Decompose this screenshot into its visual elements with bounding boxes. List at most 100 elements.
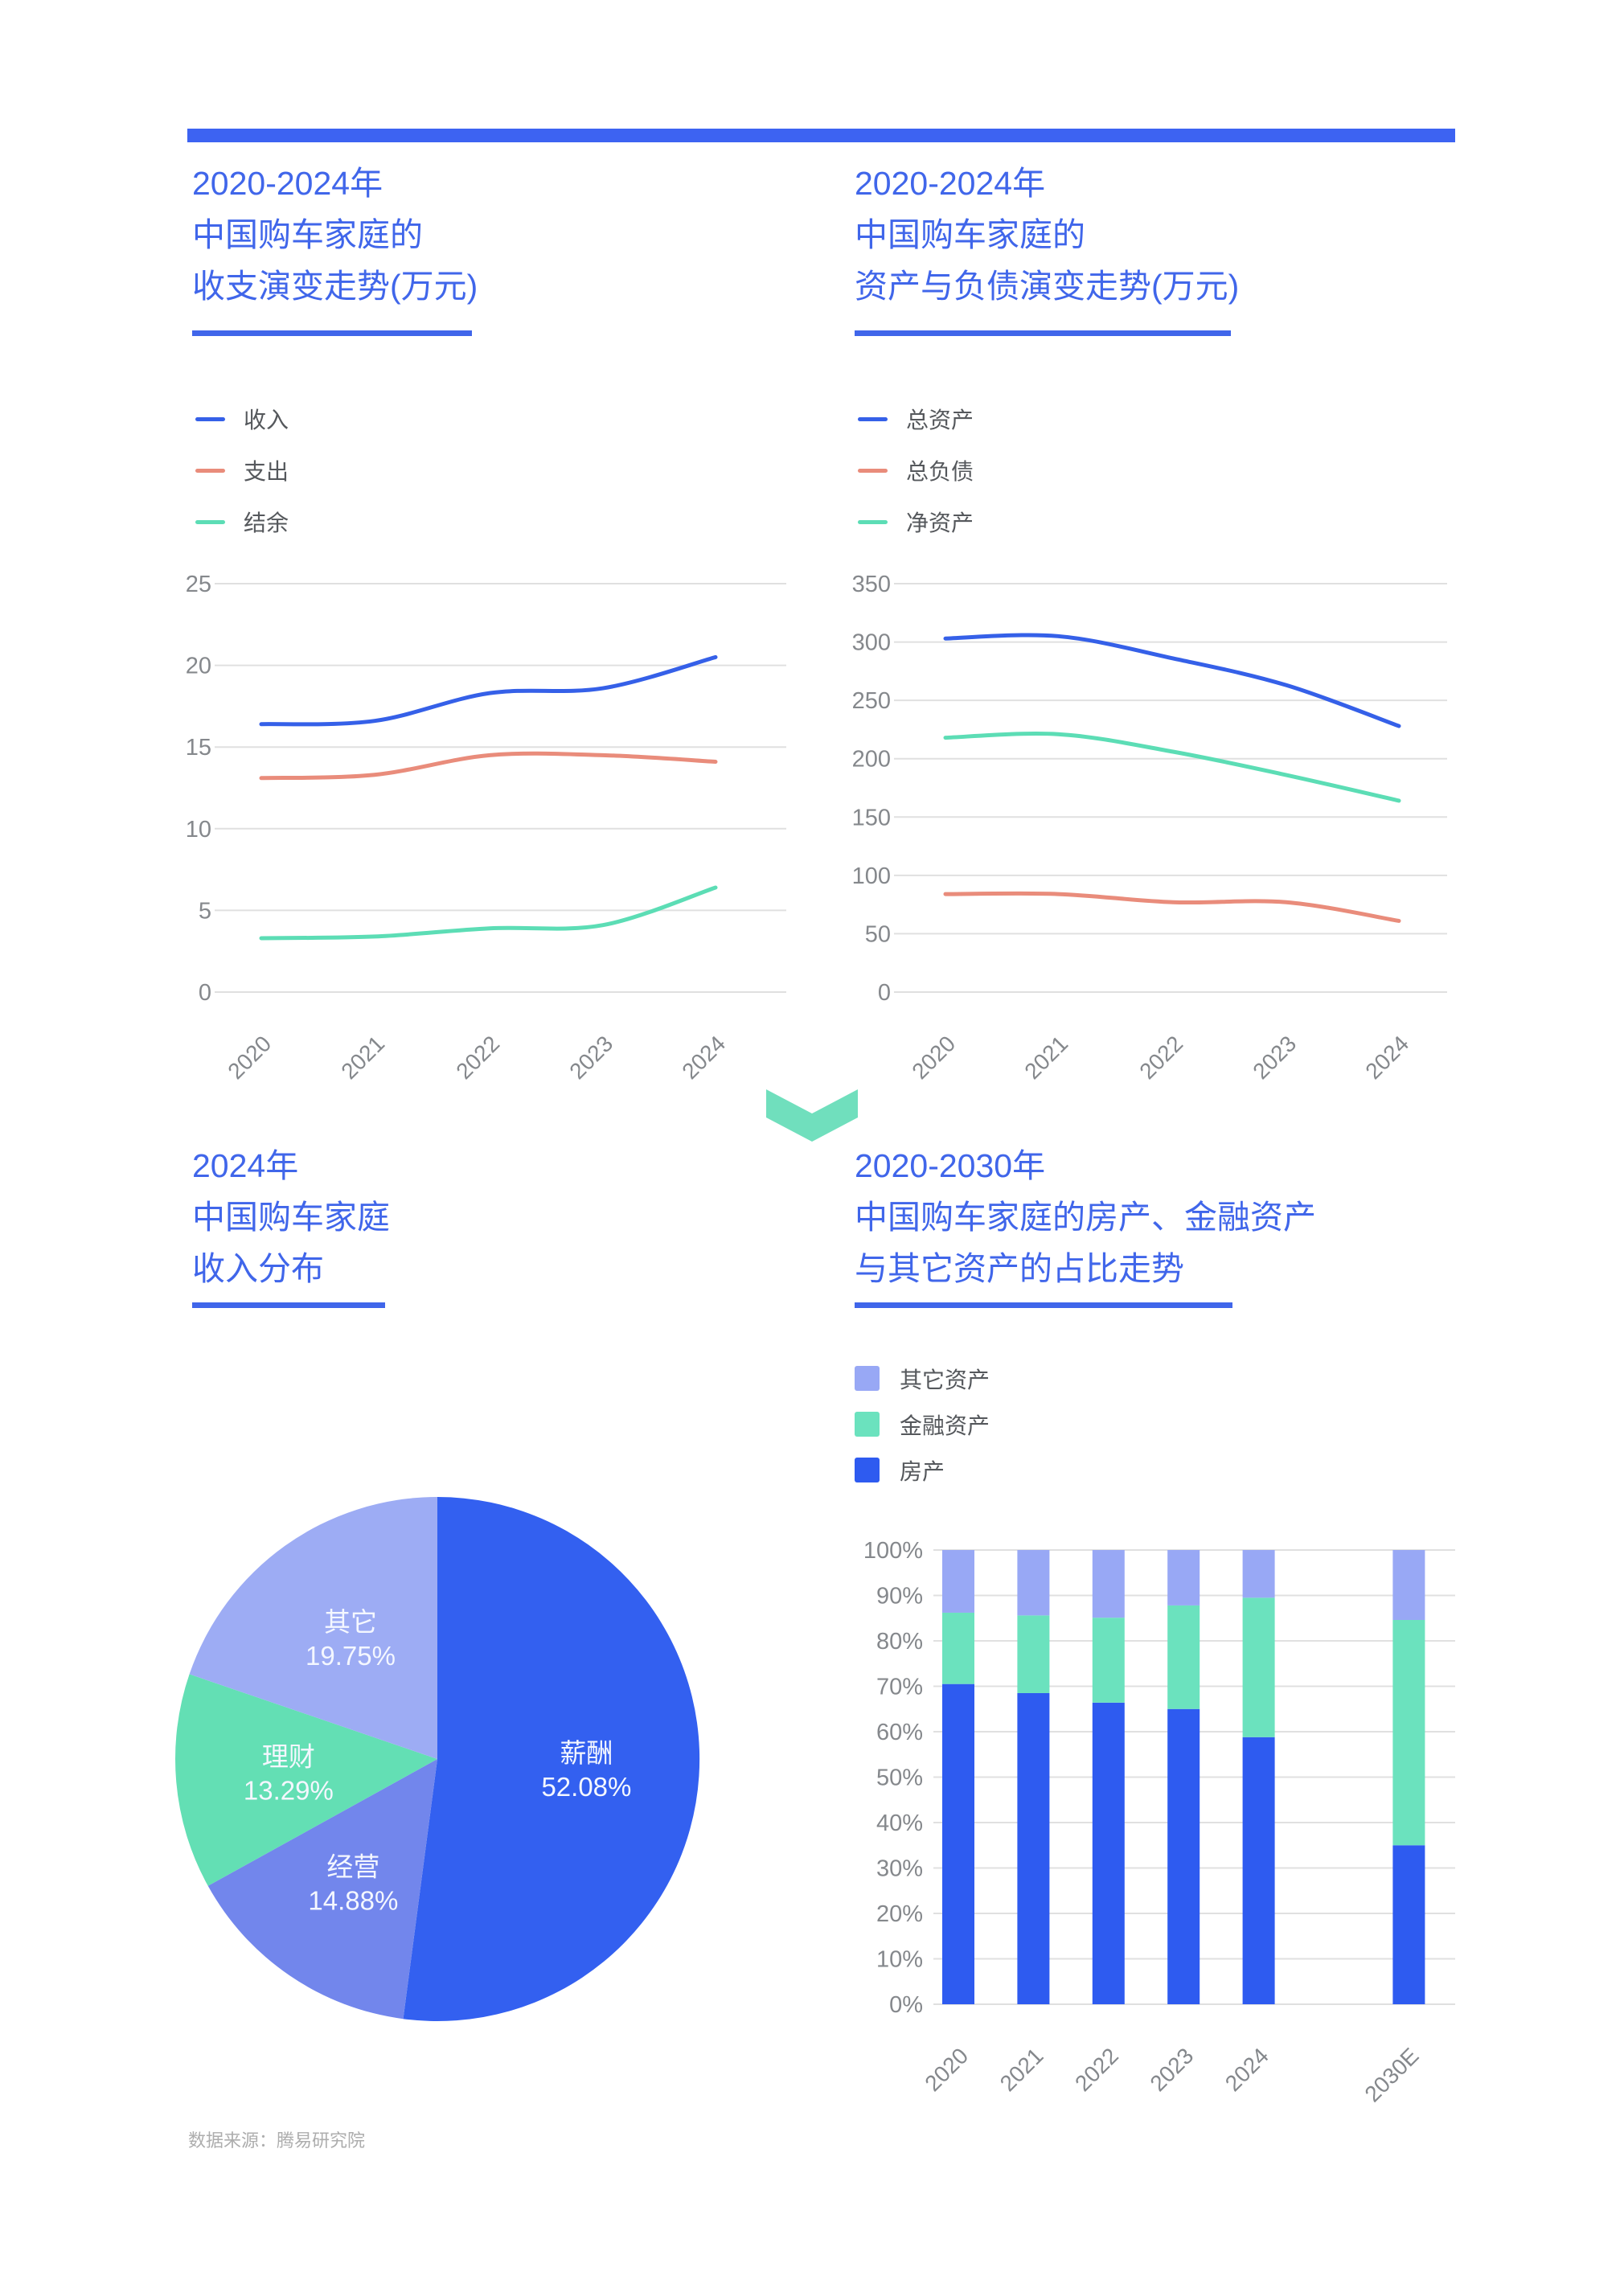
y-tick-label: 350 [852, 572, 891, 597]
pie-slice-薪酬 [403, 1497, 700, 2021]
pie-slice-pct: 14.88% [308, 1886, 398, 1916]
series-line-净资产 [943, 731, 1401, 803]
asset-mix-title: 2020-2030年 中国购车家庭的房产、金融资产 与其它资产的占比走势 [855, 1140, 1316, 1294]
bar-segment-房产-2023 [1167, 1708, 1200, 2004]
legend-item: 净资产 [858, 496, 974, 547]
assets-liabilities-title: 2020-2024年 中国购车家庭的 资产与负债演变走势(万元) [855, 158, 1239, 312]
y-tick-label: 40% [876, 1810, 923, 1836]
bar-segment-其它资产-2023 [1167, 1550, 1200, 1605]
data-source-note: 数据来源：腾易研究院 [188, 2130, 366, 2151]
legend-label: 其它资产 [900, 1367, 990, 1392]
x-tick-label: 2020 [920, 2043, 973, 2096]
y-tick-label: 100% [863, 1538, 923, 1564]
bar-segment-金融资产-2030E [1392, 1620, 1425, 1846]
legend-item: 其它资产 [855, 1355, 990, 1401]
x-tick-label: 2030E [1359, 2043, 1423, 2106]
pie-slice-经营 [207, 1759, 437, 2020]
bar-segment-房产-2021 [1017, 1692, 1050, 2004]
pie-slice-理财 [175, 1674, 437, 1886]
title-line: 中国购车家庭的 [855, 216, 1085, 253]
series-line-总资产 [943, 633, 1401, 728]
pie-slice-name: 其它 [324, 1607, 377, 1637]
bar-segment-其它资产-2024 [1242, 1550, 1275, 1598]
income-expense-title: 2020-2024年 中国购车家庭的 收支演变走势(万元) [192, 158, 478, 312]
pie-slice-name: 经营 [326, 1852, 379, 1882]
legend-label: 房产 [900, 1458, 945, 1484]
series-line-总负债 [943, 891, 1401, 923]
y-tick-label: 90% [876, 1584, 923, 1610]
assets-liabilities-legend: 总资产 总负债 净资产 [858, 393, 974, 547]
y-tick-label: 20% [876, 1901, 923, 1927]
legend-item: 房产 [855, 1447, 990, 1493]
title-line: 2020-2024年 [192, 165, 383, 202]
title-line: 2020-2030年 [855, 1147, 1046, 1184]
y-tick-label: 50% [876, 1765, 923, 1791]
bar-segment-金融资产-2020 [942, 1612, 974, 1684]
legend-item: 总负债 [858, 445, 974, 496]
title-line: 资产与负债演变走势(万元) [855, 268, 1240, 305]
series-line-结余 [259, 885, 718, 941]
y-tick-label: 70% [876, 1675, 923, 1700]
bar-segment-其它资产-2021 [1017, 1550, 1050, 1616]
pie-slice-其它 [189, 1497, 437, 1759]
income-distribution-pie-chart: 薪酬 52.08% 经营 14.88% 理财 13.29% 其它 19.75% [175, 1497, 700, 2021]
legend-label: 结余 [244, 511, 289, 535]
bar-segment-房产-2022 [1092, 1702, 1125, 2004]
x-tick-label: 2021 [995, 2043, 1048, 2096]
title-line: 与其它资产的占比走势 [855, 1250, 1184, 1287]
pie-slice-name: 理财 [262, 1741, 315, 1771]
legend-line-swatch [858, 468, 888, 473]
bar-segment-其它资产-2022 [1092, 1550, 1125, 1618]
series-line-收入 [259, 654, 718, 727]
title-line: 2024年 [192, 1147, 299, 1184]
income-expense-line-chart: 25 20 15 10 5 0 2020 2021 2022 2023 2024 [186, 572, 786, 1084]
legend-line-swatch [858, 416, 888, 421]
legend-label: 总负债 [906, 459, 974, 484]
y-tick-label: 10 [186, 817, 211, 843]
pie-slice-pct: 19.75% [306, 1641, 396, 1671]
y-tick-label: 30% [876, 1856, 923, 1882]
x-tick-label: 2023 [1248, 1031, 1301, 1084]
legend-square-swatch [855, 1412, 880, 1437]
title-underline [192, 1302, 385, 1308]
legend-square-swatch [855, 1458, 880, 1482]
title-underline [855, 1302, 1232, 1308]
x-tick-label: 2023 [1145, 2043, 1198, 2096]
y-tick-label: 100 [852, 863, 891, 889]
assets-liabilities-line-chart: 350 300 250 200 150 100 50 0 2020 2021 2022 2023 202… [852, 572, 1447, 1084]
y-tick-label: 20 [186, 654, 211, 679]
pie-slice-pct: 13.29% [244, 1775, 334, 1805]
bar-segment-房产-2020 [942, 1683, 974, 2004]
legend-label: 金融资产 [900, 1413, 990, 1438]
x-tick-label: 2023 [564, 1031, 617, 1084]
bar-segment-金融资产-2021 [1017, 1615, 1050, 1693]
income-expense-legend: 收入 支出 结余 [195, 393, 289, 547]
legend-item: 支出 [195, 445, 289, 496]
series-line-支出 [259, 751, 718, 781]
title-line: 2020-2024年 [855, 165, 1046, 202]
x-tick-label: 2022 [451, 1031, 504, 1084]
top-accent-bar [187, 129, 1455, 142]
x-tick-label: 2024 [1220, 2043, 1273, 2096]
bar-segment-金融资产-2024 [1242, 1597, 1275, 1737]
bar-segment-其它资产-2020 [942, 1550, 974, 1613]
income-distribution-title: 2024年 中国购车家庭 收入分布 [192, 1140, 390, 1294]
legend-item: 收入 [195, 393, 289, 445]
title-line: 中国购车家庭 [192, 1199, 390, 1236]
legend-square-swatch [855, 1366, 880, 1391]
bar-segment-金融资产-2022 [1092, 1618, 1125, 1703]
x-tick-label: 2024 [1360, 1031, 1413, 1084]
y-tick-label: 50 [865, 921, 891, 947]
title-line: 中国购车家庭的 [192, 216, 423, 253]
y-tick-label: 60% [876, 1720, 923, 1745]
title-line: 中国购车家庭的房产、金融资产 [855, 1199, 1316, 1236]
x-tick-label: 2021 [1019, 1031, 1072, 1084]
legend-label: 支出 [244, 459, 289, 484]
legend-label: 总资产 [906, 408, 974, 433]
x-tick-label: 2022 [1134, 1031, 1187, 1084]
x-tick-label: 2020 [223, 1031, 276, 1084]
bar-segment-其它资产-2030E [1392, 1550, 1425, 1621]
title-underline [855, 330, 1231, 336]
legend-item: 总资产 [858, 393, 974, 445]
